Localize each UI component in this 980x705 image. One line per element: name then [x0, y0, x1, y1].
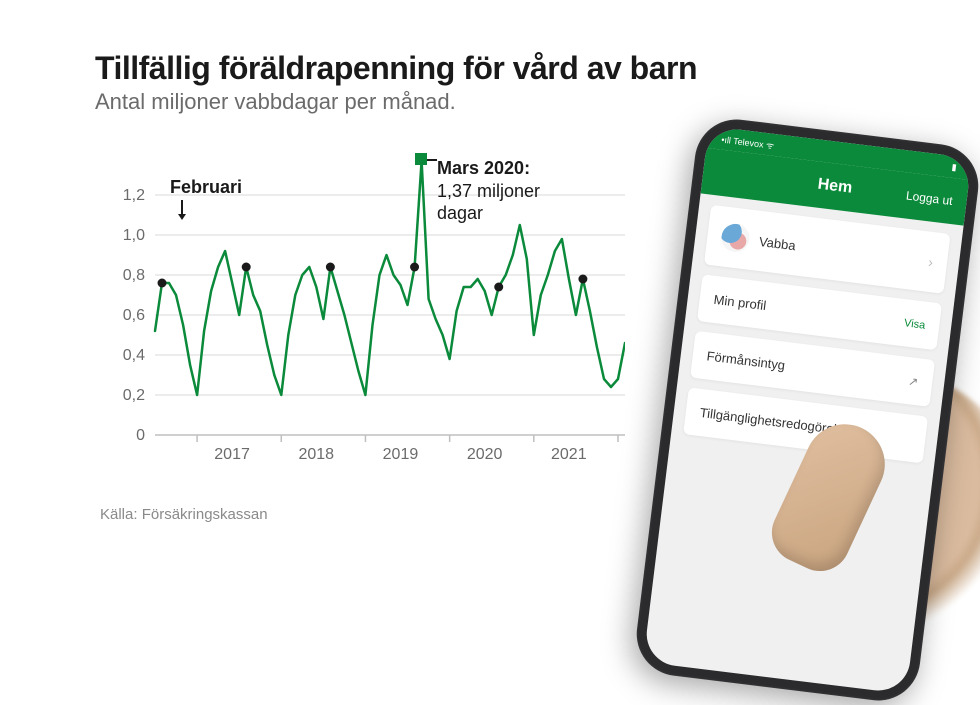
svg-text:2019: 2019	[383, 446, 419, 463]
status-right: ▮	[951, 161, 957, 173]
phone-screen: •ıll Televox ᯤ ▮ Hem Logga ut Vabba › Min …	[643, 126, 972, 694]
menu-item-label: Förmånsintyg	[706, 348, 786, 372]
svg-text:2018: 2018	[298, 446, 334, 463]
chevron-right-icon: ›	[927, 254, 934, 270]
february-arrow-icon	[181, 200, 183, 218]
menu-item-label: Min profil	[713, 292, 767, 313]
peak-marker-icon	[415, 153, 427, 165]
chart-subtitle: Antal miljoner vabbdagar per månad.	[95, 89, 910, 115]
svg-text:2017: 2017	[214, 446, 250, 463]
menu-item-label: Vabba	[758, 233, 796, 252]
peak-annotation: Mars 2020: 1,37 miljoner dagar	[437, 157, 540, 225]
svg-text:0,8: 0,8	[123, 267, 145, 284]
source-text: Källa: Försäkringskassan	[100, 506, 268, 523]
peak-line1: Mars 2020:	[437, 158, 530, 178]
peak-line3: dagar	[437, 203, 483, 223]
svg-text:2021: 2021	[551, 446, 587, 463]
svg-text:0: 0	[136, 427, 145, 444]
svg-text:0,6: 0,6	[123, 307, 145, 324]
svg-text:1,0: 1,0	[123, 227, 145, 244]
february-label: Februari	[170, 177, 242, 198]
peak-line2: 1,37 miljoner	[437, 181, 540, 201]
external-link-icon: ↗	[907, 374, 919, 389]
visa-link[interactable]: Visa	[903, 317, 926, 331]
svg-text:1,2: 1,2	[123, 187, 145, 204]
chart-area: Februari Mars 2020: 1,37 miljoner dagar …	[95, 145, 625, 475]
svg-text:0,2: 0,2	[123, 387, 145, 404]
logout-button[interactable]: Logga ut	[905, 188, 953, 208]
peak-connector-icon	[427, 159, 437, 161]
vabba-icon	[720, 222, 751, 253]
signal-icon: •ıll Televox ᯤ	[721, 132, 775, 151]
app-header-title: Hem	[817, 176, 854, 198]
svg-text:0,4: 0,4	[123, 347, 145, 364]
chart-title: Tillfällig föräldrapenning för vård av b…	[95, 50, 910, 87]
svg-text:2020: 2020	[467, 446, 503, 463]
